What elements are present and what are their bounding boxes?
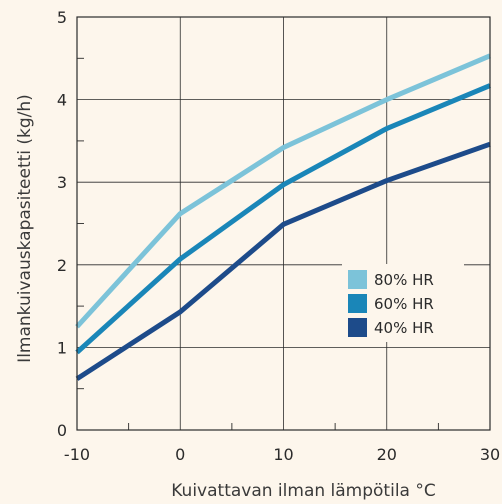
- series-line-1: [75, 83, 491, 355]
- x-tick-label: 0: [175, 445, 185, 464]
- x-tick-label: -10: [64, 445, 90, 464]
- y-tick-label: 4: [57, 91, 67, 110]
- minor-ticks: [77, 57, 439, 430]
- legend-label-80: 80% HR: [374, 271, 434, 289]
- y-axis-title: Ilmankuivauskapasiteetti (kg/h): [15, 94, 35, 363]
- legend-swatch-60: [348, 294, 367, 313]
- legend-swatch-40: [348, 318, 367, 337]
- legend-label-60: 60% HR: [374, 295, 434, 313]
- legend-label-40: 40% HR: [374, 319, 434, 337]
- y-tick-label: 1: [57, 338, 67, 357]
- legend-swatch-80: [348, 270, 367, 289]
- series-line-0: [75, 53, 491, 329]
- y-tick-label: 5: [57, 8, 67, 27]
- x-tick-label: 20: [377, 445, 397, 464]
- y-tick-label: 2: [57, 256, 67, 275]
- legend: 80% HR 60% HR 40% HR: [342, 264, 464, 342]
- y-tick-label: 0: [57, 421, 67, 440]
- series-line-2: [75, 141, 491, 381]
- x-tick-label: 30: [480, 445, 500, 464]
- x-tick-label: 10: [273, 445, 293, 464]
- x-tick-labels: -10 0 10 20 30: [64, 445, 500, 464]
- y-tick-label: 3: [57, 173, 67, 192]
- series-layer: [75, 53, 491, 381]
- y-tick-labels: 0 1 2 3 4 5: [57, 8, 67, 440]
- plot-frame: [76, 16, 491, 431]
- x-axis-title: Kuivattavan ilman lämpötila °C: [171, 481, 435, 501]
